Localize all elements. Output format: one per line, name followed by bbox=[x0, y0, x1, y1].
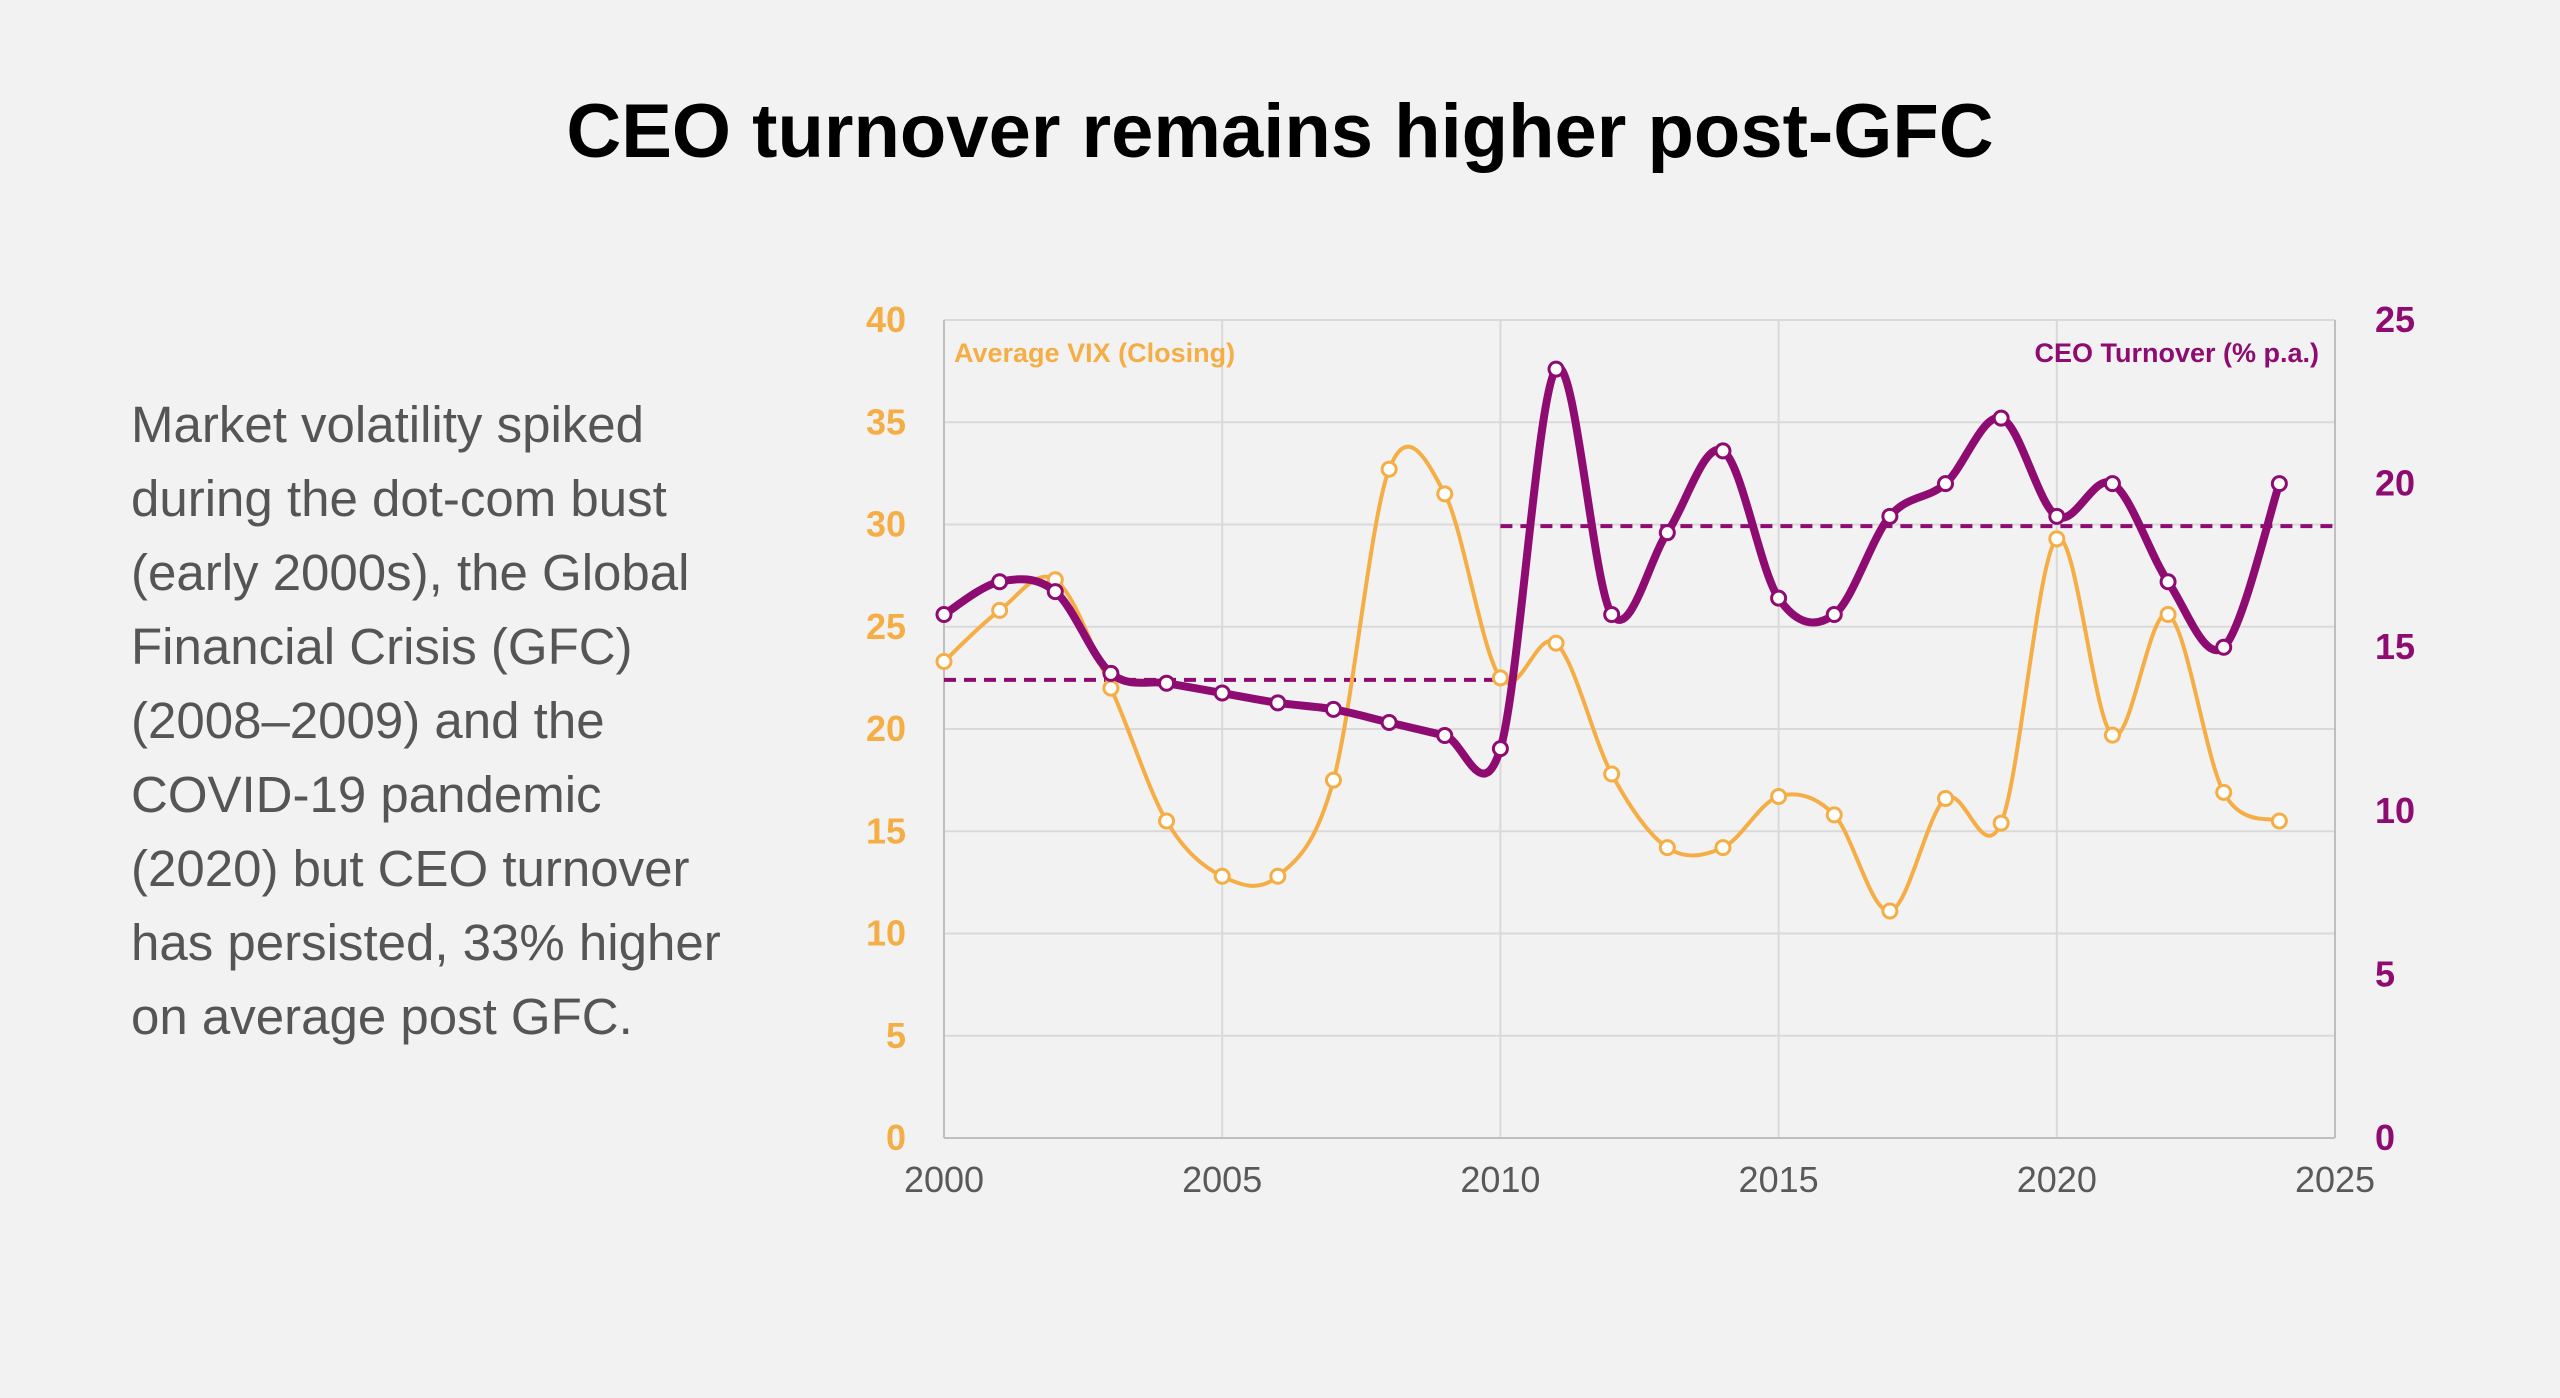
y-tick-label-right: 5 bbox=[2375, 953, 2395, 994]
ceo-data-point bbox=[1937, 475, 1955, 493]
vix-data-point bbox=[1102, 679, 1120, 697]
vix-data-point bbox=[1881, 902, 1899, 920]
vix-data-point bbox=[2270, 812, 2288, 830]
vix-data-point bbox=[935, 653, 953, 671]
ceo-data-point bbox=[1269, 694, 1287, 712]
y-tick-label-left: 40 bbox=[866, 299, 906, 340]
vix-data-point bbox=[2048, 530, 2066, 548]
ceo-data-point bbox=[991, 573, 1009, 591]
vix-data-point bbox=[2215, 783, 2233, 801]
ceo-data-point bbox=[1102, 664, 1120, 682]
y-tick-label-right: 15 bbox=[2375, 626, 2415, 667]
y-tick-label-right: 20 bbox=[2375, 463, 2415, 504]
vix-data-point bbox=[1269, 867, 1287, 885]
y-tick-label-left: 20 bbox=[866, 708, 906, 749]
page-title: CEO turnover remains higher post-GFC bbox=[566, 89, 1994, 174]
ceo-data-point bbox=[1491, 740, 1509, 758]
vix-data-point bbox=[1380, 460, 1398, 478]
x-tick-label: 2005 bbox=[1182, 1159, 1262, 1200]
y-tick-label-right: 10 bbox=[2375, 790, 2415, 831]
ceo-data-point bbox=[2215, 638, 2233, 656]
ceo-data-point bbox=[1213, 684, 1231, 702]
vix-data-point bbox=[2159, 605, 2177, 623]
ceo-data-point bbox=[1324, 700, 1342, 718]
ceo-data-point bbox=[1380, 713, 1398, 731]
vix-data-point bbox=[1714, 839, 1732, 857]
ceo-data-point bbox=[1825, 605, 1843, 623]
ceo-data-point bbox=[2270, 475, 2288, 493]
vix-data-point bbox=[1547, 634, 1565, 652]
vix-data-point bbox=[1213, 867, 1231, 885]
ceo-series-line bbox=[941, 363, 2284, 778]
x-tick-label: 2000 bbox=[904, 1159, 984, 1200]
y-tick-label-left: 0 bbox=[886, 1117, 906, 1158]
ceo-data-point bbox=[1992, 409, 2010, 427]
vix-data-point bbox=[1603, 765, 1621, 783]
vix-data-point bbox=[1825, 806, 1843, 824]
vix-data-point bbox=[1436, 485, 1454, 503]
ceo-data-point bbox=[2048, 507, 2066, 525]
vix-data-point bbox=[2103, 726, 2121, 744]
y-tick-label-left: 10 bbox=[866, 913, 906, 954]
ceo-data-point bbox=[2103, 475, 2121, 493]
ceo-data-point bbox=[1603, 605, 1621, 623]
commentary-text: Market volatility spiked during the dot-… bbox=[131, 396, 721, 1045]
x-tick-label: 2010 bbox=[1460, 1159, 1540, 1200]
vix-data-point bbox=[1937, 790, 1955, 808]
legend-vix: Average VIX (Closing) bbox=[954, 338, 1235, 368]
vix-data-point bbox=[1491, 669, 1509, 687]
y-tick-label-left: 5 bbox=[886, 1015, 906, 1056]
ceo-data-point bbox=[1714, 442, 1732, 460]
x-tick-label: 2025 bbox=[2295, 1159, 2375, 1200]
legend-ceo: CEO Turnover (% p.a.) bbox=[2034, 338, 2319, 368]
ceo-data-point bbox=[1158, 674, 1176, 692]
vix-data-point bbox=[991, 601, 1009, 619]
vix-data-point bbox=[1158, 812, 1176, 830]
y-tick-label-right: 0 bbox=[2375, 1117, 2395, 1158]
y-tick-label-left: 35 bbox=[866, 401, 906, 442]
y-tick-label-left: 30 bbox=[866, 504, 906, 545]
vix-data-point bbox=[1324, 771, 1342, 789]
ceo-data-point bbox=[1547, 360, 1565, 378]
ceo-data-point bbox=[1770, 589, 1788, 607]
x-tick-label: 2020 bbox=[2017, 1159, 2097, 1200]
vix-data-point bbox=[1658, 839, 1676, 857]
y-tick-label-left: 25 bbox=[866, 606, 906, 647]
ceo-data-point bbox=[1881, 507, 1899, 525]
x-tick-label: 2015 bbox=[1739, 1159, 1819, 1200]
vix-data-point bbox=[1992, 814, 2010, 832]
ceo-data-point bbox=[1436, 727, 1454, 745]
ceo-data-point bbox=[1046, 583, 1064, 601]
y-tick-label-right: 25 bbox=[2375, 299, 2415, 340]
ceo-data-point bbox=[935, 605, 953, 623]
ceo-data-point bbox=[2159, 573, 2177, 591]
vix-data-point bbox=[1770, 787, 1788, 805]
ceo-data-point bbox=[1658, 524, 1676, 542]
y-tick-label-left: 15 bbox=[866, 810, 906, 851]
